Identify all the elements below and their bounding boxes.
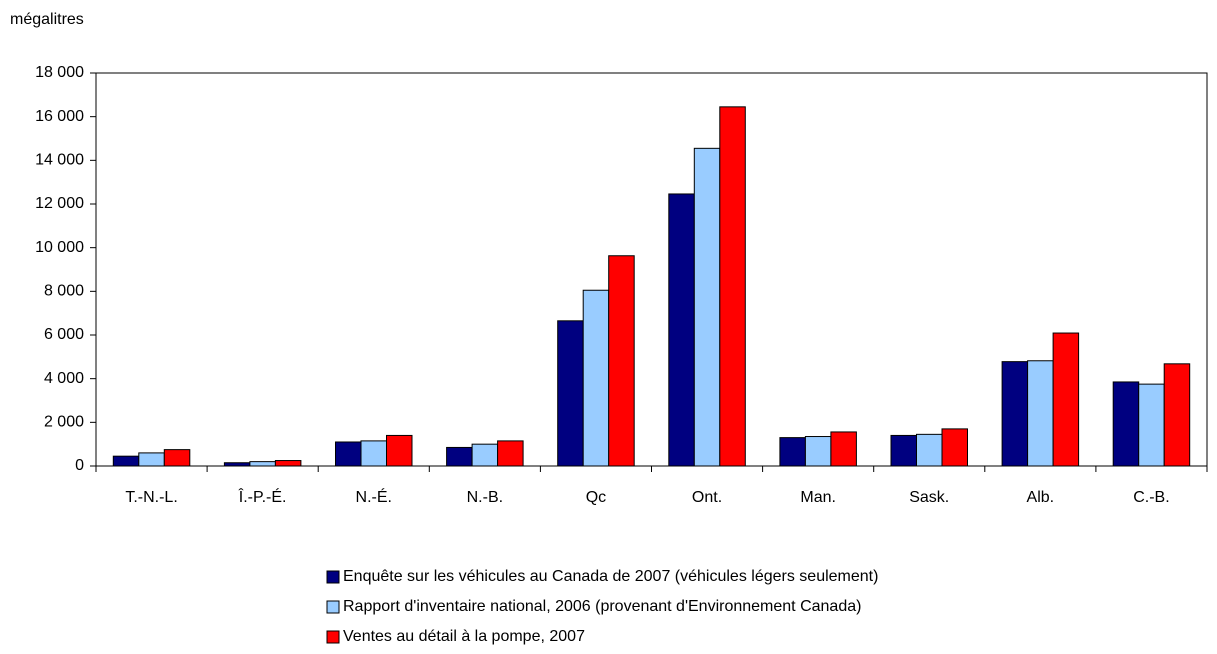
bar: [1112, 381, 1140, 467]
x-tick-label: C.-B.: [1133, 489, 1169, 506]
bar: [1138, 383, 1165, 467]
legend-swatch: [326, 630, 340, 644]
legend-swatch: [326, 570, 340, 584]
y-axis-label: mégalitres: [10, 11, 84, 28]
y-tick-label: 14 000: [35, 152, 84, 169]
legend-label: Enquête sur les véhicules au Canada de 2…: [343, 568, 878, 585]
bar: [1052, 332, 1080, 467]
bar: [1001, 361, 1029, 467]
bar: [890, 434, 917, 467]
bar: [916, 433, 943, 467]
bar: [804, 436, 832, 467]
bar: [668, 193, 695, 467]
bar: [693, 147, 721, 467]
y-tick-label: 4 000: [44, 370, 84, 387]
x-tick-label: Man.: [800, 489, 836, 506]
bar: [1163, 363, 1191, 467]
bar: [112, 455, 140, 467]
x-tick-label: Sask.: [909, 489, 949, 506]
legend-swatch: [326, 600, 340, 614]
bar: [608, 255, 635, 467]
y-tick-label: 8 000: [44, 283, 84, 300]
y-tick-label: 16 000: [35, 108, 84, 125]
x-tick-label: N.-É.: [356, 487, 392, 506]
bar: [386, 434, 413, 467]
x-tick-label: Ont.: [692, 489, 722, 506]
x-tick-label: T.-N.-L.: [125, 489, 177, 506]
bar: [471, 443, 499, 467]
bar: [360, 440, 387, 467]
bar: [335, 441, 362, 467]
y-tick-label: 2 000: [44, 414, 84, 431]
legend-label: Ventes au détail à la pompe, 2007: [343, 628, 585, 645]
bar: [1027, 360, 1054, 467]
y-tick-label: 18 000: [35, 64, 84, 81]
bar: [830, 431, 857, 467]
bar: [274, 460, 302, 467]
bar: [582, 289, 610, 467]
bar: [497, 440, 524, 467]
bar: [446, 446, 473, 467]
y-tick-label: 12 000: [35, 195, 84, 212]
x-tick-label: N.-B.: [467, 489, 503, 506]
x-tick-label: Î.-P.-É.: [238, 487, 287, 506]
y-tick-label: 10 000: [35, 239, 84, 256]
bar: [163, 449, 191, 467]
bar: [941, 428, 968, 467]
x-tick-label: Qc: [586, 489, 606, 506]
legend-label: Rapport d'inventaire national, 2006 (pro…: [343, 598, 861, 615]
plot-frame: [95, 72, 1208, 467]
bar: [719, 106, 746, 467]
bar: [249, 461, 276, 467]
bar: [779, 437, 806, 467]
bar: [138, 452, 165, 467]
bar: [557, 320, 584, 467]
x-tick-label: Alb.: [1027, 489, 1055, 506]
y-tick-label: 6 000: [44, 326, 84, 343]
y-tick-label: 0: [75, 457, 84, 474]
